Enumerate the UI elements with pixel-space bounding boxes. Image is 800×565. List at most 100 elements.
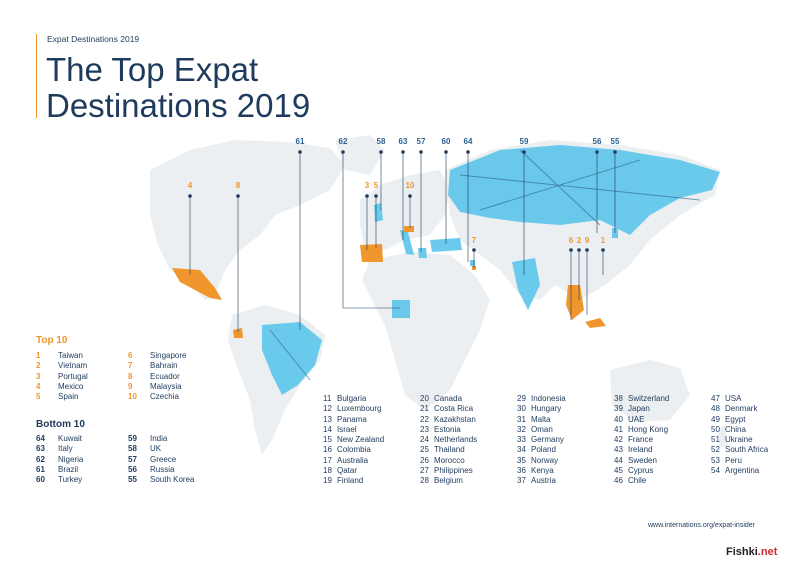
- pin-label-58: 58: [377, 137, 386, 146]
- list-item: 11 Bulgaria: [323, 394, 384, 404]
- country-name: Cyprus: [628, 466, 654, 476]
- source-url[interactable]: www.internations.org/expat-insider: [648, 522, 755, 529]
- list-item: 41 Hong Kong: [614, 425, 669, 435]
- list-item: 49 Egypt: [711, 415, 768, 425]
- top10-right-list: 6 Singapore 7 Bahrain 8 Ecuador 9 Malaysia 10 Cze…: [128, 351, 186, 402]
- pin-label-9: 9: [585, 236, 590, 245]
- rank-number: 25: [420, 445, 429, 455]
- rank-number: 31: [517, 414, 526, 424]
- country-name: Morocco: [434, 455, 465, 465]
- list-item: 10 Czechia: [128, 392, 186, 402]
- land-new-zealand: [718, 425, 728, 448]
- rank-number: 30: [517, 404, 526, 414]
- rank-number: 27: [420, 466, 429, 476]
- pin-label-7: 7: [472, 236, 477, 245]
- top10-left-list: 1 Taiwan 2 Vietnam 3 Portugal 4 Mexico 5 Spain: [36, 351, 88, 402]
- rank-number: 55: [128, 475, 137, 485]
- pin-dot: [401, 150, 405, 154]
- rank-number: 43: [614, 445, 623, 455]
- list-item: 64 Kuwait: [36, 434, 83, 444]
- list-item: 25 Thailand: [420, 445, 477, 455]
- rank-number: 6: [128, 351, 133, 360]
- country-name: Qatar: [337, 466, 358, 476]
- rank-number: 32: [517, 424, 526, 434]
- list-item: 44 Sweden: [614, 456, 669, 466]
- pin-label-62: 62: [339, 137, 348, 146]
- rank-number: 42: [614, 435, 623, 445]
- country-name: Costa Rica: [434, 404, 474, 414]
- list-item: 52 South Africa: [711, 445, 768, 455]
- country-name: Japan: [628, 404, 650, 414]
- country-name: Netherlands: [434, 435, 478, 445]
- map-line: [269, 329, 311, 381]
- watermark-b: .net: [757, 546, 778, 558]
- rank-number: 26: [420, 455, 429, 465]
- country-name: Estonia: [434, 424, 461, 434]
- list-item: 2 Vietnam: [36, 361, 88, 371]
- rank-number: 51: [711, 435, 720, 445]
- rank-number: 54: [711, 466, 720, 476]
- rank-number: 9: [128, 381, 133, 391]
- country-name: Canada: [434, 394, 463, 403]
- pin-label-64: 64: [464, 137, 473, 146]
- list-item: 18 Qatar: [323, 466, 384, 476]
- list-item: 56 Russia: [128, 465, 194, 475]
- list-item: 15 New Zealand: [323, 435, 384, 445]
- list-item: 24 Netherlands: [420, 435, 477, 445]
- list-item: 55 South Korea: [128, 475, 194, 485]
- pin-label-10: 10: [406, 181, 415, 190]
- pin-dot: [595, 150, 599, 154]
- rank-number: 37: [517, 476, 526, 486]
- rank-number: 23: [420, 424, 429, 434]
- list-item: 12 Luxembourg: [323, 404, 384, 414]
- shape-singapore: [585, 318, 606, 328]
- country-name: Panama: [337, 414, 367, 424]
- rank-number: 18: [323, 466, 332, 476]
- rank-number: 28: [420, 476, 429, 486]
- list-item: 20 Canada: [420, 394, 477, 404]
- list-item: 51 Ukraine: [711, 435, 768, 445]
- pin-dot: [577, 248, 581, 252]
- country-name: Indonesia: [531, 394, 566, 403]
- list-item: 5 Spain: [36, 392, 88, 402]
- country-name: Czechia: [150, 392, 179, 402]
- country-name: Norway: [531, 455, 559, 465]
- country-name: Belgium: [434, 476, 463, 486]
- rank-number: 46: [614, 476, 623, 486]
- page-title: The Top Expat Destinations 2019: [46, 52, 310, 124]
- rank-number: 14: [323, 424, 332, 434]
- rank-column-3: 29 Indonesia 30 Hungary 31 Malta 32 Oman 33 Germa…: [517, 394, 566, 487]
- pin-dot: [444, 150, 448, 154]
- rank-number: 39: [614, 404, 623, 414]
- shape-nigeria: [392, 300, 410, 318]
- pin-label-61: 61: [296, 137, 305, 146]
- watermark: Fishki.net: [726, 546, 777, 558]
- rank-number: 49: [711, 414, 720, 424]
- title-line-1: The Top Expat: [46, 51, 259, 88]
- list-item: 6 Singapore: [128, 351, 186, 361]
- rank-number: 16: [323, 445, 332, 455]
- list-item: 43 Ireland: [614, 445, 669, 455]
- pin-label-3: 3: [365, 181, 370, 190]
- list-item: 47 USA: [711, 394, 768, 404]
- pin-dot: [365, 194, 369, 198]
- country-name: Israel: [337, 424, 357, 434]
- list-item: 4 Mexico: [36, 382, 88, 392]
- pin-label-63: 63: [399, 137, 408, 146]
- pin-label-5: 5: [374, 181, 379, 190]
- rank-number: 44: [614, 455, 623, 465]
- list-item: 62 Nigeria: [36, 455, 83, 465]
- country-name: Spain: [58, 392, 79, 402]
- country-name: Vietnam: [58, 361, 88, 371]
- pin-dot: [569, 248, 573, 252]
- country-name: Chile: [628, 476, 647, 486]
- rank-number: 45: [614, 466, 623, 476]
- list-item: 17 Australia: [323, 456, 384, 466]
- list-item: 39 Japan: [614, 404, 669, 414]
- pin-labels: 61 62 58 63 57 60 64 59 56 55 4 8 3 5 10…: [188, 137, 620, 245]
- rank-number: 38: [614, 394, 623, 403]
- pin-leaders: [188, 150, 617, 332]
- country-name: UK: [150, 444, 162, 454]
- country-name: Turkey: [58, 475, 83, 485]
- kicker: Expat Destinations 2019: [47, 34, 140, 44]
